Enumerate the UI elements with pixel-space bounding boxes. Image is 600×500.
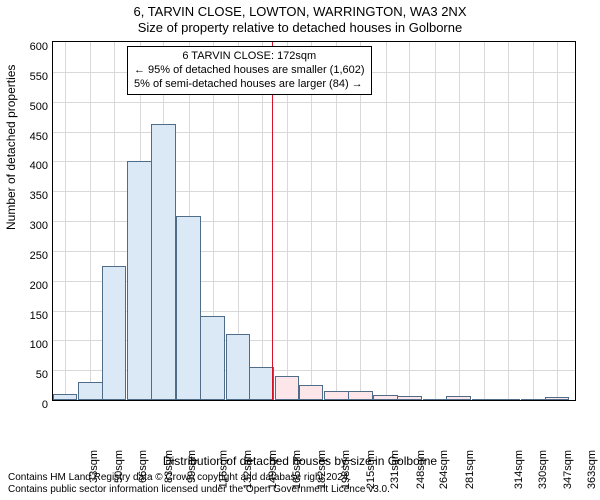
y-tick-label: 100	[8, 339, 48, 351]
histogram-bar	[397, 396, 422, 400]
y-tick-label: 250	[8, 250, 48, 262]
histogram-bar	[545, 397, 570, 400]
x-tick-label: 182sqm	[316, 450, 328, 489]
attribution-line-2: Contains public sector information licen…	[8, 484, 390, 496]
x-tick-label: 347sqm	[562, 450, 574, 489]
histogram-bar	[299, 385, 324, 400]
y-tick-label: 500	[8, 101, 48, 113]
attribution: Contains HM Land Registry data © Crown c…	[8, 472, 390, 496]
y-tick-label: 600	[8, 41, 48, 53]
x-tick-label: 83sqm	[163, 450, 175, 483]
x-tick-label: 215sqm	[366, 450, 378, 489]
histogram-bar	[127, 161, 152, 400]
x-tick-label: 281sqm	[464, 450, 476, 489]
histogram-bar	[496, 399, 521, 400]
info-box-left: ← 95% of detached houses are smaller (1,…	[134, 64, 365, 78]
gridline-v	[533, 42, 534, 400]
gridline-v	[484, 42, 485, 400]
x-tick-label: 314sqm	[513, 450, 525, 489]
gridline-v	[90, 42, 91, 400]
histogram-bar	[102, 266, 127, 400]
attribution-line-1: Contains HM Land Registry data © Crown c…	[8, 472, 390, 484]
gridline-v	[508, 42, 509, 400]
histogram-bar	[521, 399, 546, 400]
histogram-bar	[275, 376, 300, 400]
info-box-right: 5% of semi-detached houses are larger (8…	[134, 78, 365, 92]
chart-titles: 6, TARVIN CLOSE, LOWTON, WARRINGTON, WA3…	[0, 0, 600, 35]
histogram-bar	[226, 334, 251, 400]
histogram-bar	[176, 216, 201, 400]
y-tick-label: 50	[8, 369, 48, 381]
histogram-bar	[78, 382, 103, 400]
histogram-bar	[423, 399, 448, 400]
histogram-bar	[324, 391, 349, 400]
y-axis-label: Number of detached properties	[4, 65, 18, 230]
gridline-v	[336, 42, 337, 400]
histogram-plot: 6 TARVIN CLOSE: 172sqm ← 95% of detached…	[52, 41, 576, 401]
y-tick-label: 0	[8, 399, 48, 411]
gridline-v	[409, 42, 410, 400]
x-tick-label: 198sqm	[340, 450, 352, 489]
histogram-bar	[249, 367, 274, 400]
gridline-v	[459, 42, 460, 400]
y-tick-label: 300	[8, 220, 48, 232]
title-main: 6, TARVIN CLOSE, LOWTON, WARRINGTON, WA3…	[0, 4, 600, 19]
marker-line	[272, 42, 273, 400]
y-tick-label: 400	[8, 160, 48, 172]
histogram-bar	[151, 124, 176, 400]
y-tick-label: 150	[8, 310, 48, 322]
gridline-v	[386, 42, 387, 400]
title-sub: Size of property relative to detached ho…	[0, 20, 600, 35]
x-tick-label: 165sqm	[291, 450, 303, 489]
x-tick-label: 231sqm	[389, 450, 401, 489]
y-tick-label: 200	[8, 280, 48, 292]
histogram-bar	[53, 394, 78, 400]
x-tick-label: 132sqm	[242, 450, 254, 489]
gridline-v	[557, 42, 558, 400]
x-tick-label: 330sqm	[537, 450, 549, 489]
gridline-h	[53, 102, 575, 103]
histogram-bar	[472, 399, 497, 400]
gridline-v	[287, 42, 288, 400]
x-tick-label: 66sqm	[137, 450, 149, 483]
gridline-v	[262, 42, 263, 400]
gridline-v	[360, 42, 361, 400]
x-tick-label: 363sqm	[586, 450, 598, 489]
y-tick-label: 450	[8, 131, 48, 143]
x-tick-label: 149sqm	[267, 450, 279, 489]
gridline-v	[311, 42, 312, 400]
histogram-bar	[446, 396, 471, 400]
y-tick-label: 350	[8, 190, 48, 202]
x-tick-label: 33sqm	[88, 450, 100, 483]
gridline-v	[435, 42, 436, 400]
gridline-h	[53, 132, 575, 133]
x-tick-label: 264sqm	[439, 450, 451, 489]
gridline-v	[65, 42, 66, 400]
info-box-title: 6 TARVIN CLOSE: 172sqm	[134, 50, 365, 64]
marker-info-box: 6 TARVIN CLOSE: 172sqm ← 95% of detached…	[127, 46, 372, 95]
y-tick-label: 550	[8, 71, 48, 83]
histogram-bar	[200, 316, 225, 400]
histogram-bar	[373, 395, 398, 400]
x-tick-label: 50sqm	[113, 450, 125, 483]
x-tick-label: 116sqm	[217, 450, 229, 488]
x-tick-label: 248sqm	[415, 450, 427, 489]
x-tick-label: 99sqm	[186, 450, 198, 483]
histogram-bar	[348, 391, 373, 400]
